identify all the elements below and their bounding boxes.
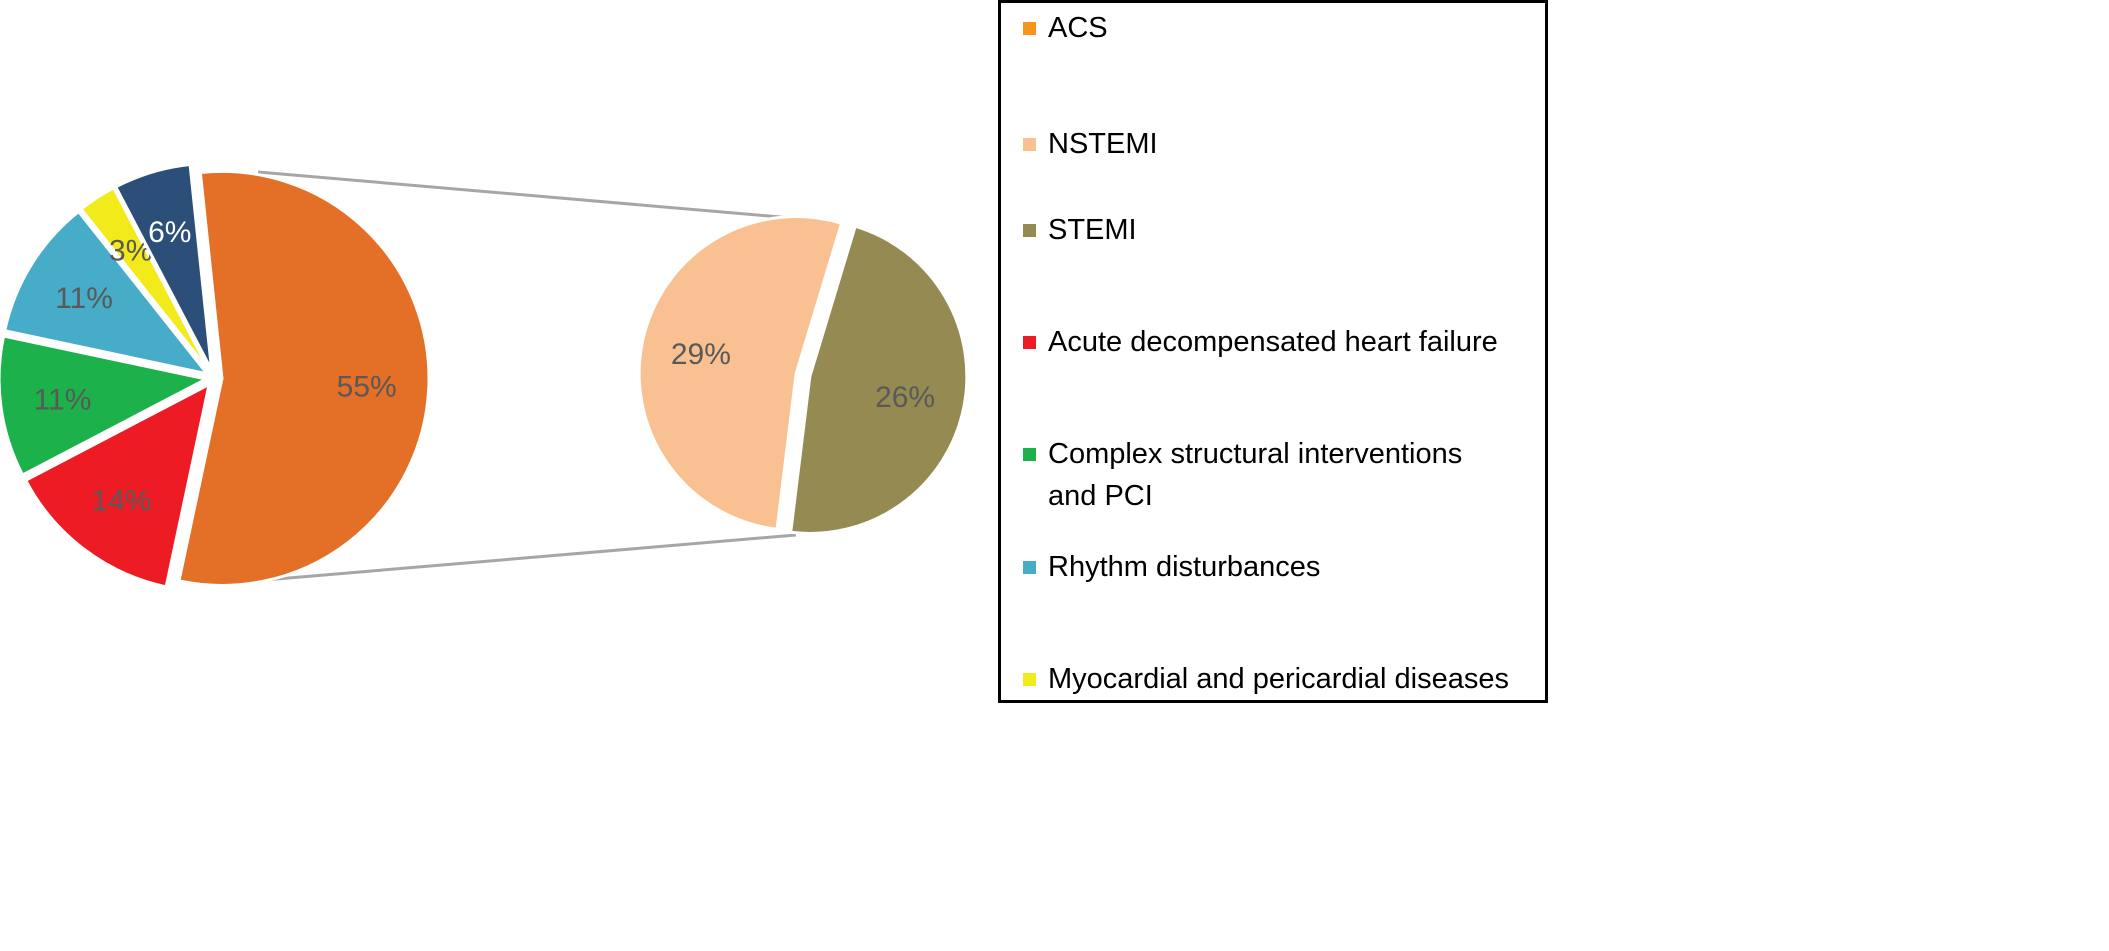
legend-item-stemi: STEMI: [1023, 209, 1523, 251]
secondary-slice-1: [789, 224, 969, 535]
legend-label: NSTEMI: [1048, 128, 1158, 160]
legend-item-heart-failure: Acute decompensated heart failure: [1023, 321, 1523, 363]
legend-swatch: [1023, 224, 1036, 237]
main-slice-3: [2, 209, 211, 377]
secondary-data-label-1: 26%: [875, 381, 935, 414]
legend-item-nstemi: NSTEMI: [1023, 123, 1523, 165]
main-data-label-1: 14%: [92, 484, 152, 517]
legend-label: STEMI: [1048, 214, 1137, 246]
main-slice-1: [23, 381, 212, 589]
secondary-slice-0: [637, 215, 844, 532]
main-slice-4: [78, 185, 211, 373]
legend-label: Rhythm disturbances: [1048, 551, 1321, 583]
legend-item-acs: ACS: [1023, 7, 1523, 49]
legend-label: Complex structural interventions and PCI: [1048, 438, 1463, 512]
legend-item-structural: Complex structural interventions and PCI: [1023, 433, 1493, 517]
main-slice-0: [177, 169, 431, 587]
legend-swatch: [1023, 448, 1036, 461]
pie-of-pie-chart: 55%14%11%11%3%6% 29%26%: [0, 162, 969, 589]
connector-line-top: [257, 170, 793, 220]
main-data-label-5: 6%: [148, 216, 191, 249]
legend-swatch: [1023, 561, 1036, 574]
legend-label: Myocardial and pericardial diseases: [1048, 663, 1510, 695]
legend-swatch: [1023, 336, 1036, 349]
legend-item-myocardial: Myocardial and pericardial diseases: [1023, 658, 1523, 700]
legend-swatch: [1023, 673, 1036, 686]
main-data-label-2: 11%: [34, 383, 92, 416]
legend: ACS NSTEMI STEMI Acute decompensated hea…: [998, 0, 1548, 703]
legend-swatch: [1023, 138, 1036, 151]
main-data-label-3: 11%: [55, 282, 113, 315]
main-slice-5: [113, 162, 214, 372]
main-slice-2: [0, 334, 211, 478]
legend-label: ACS: [1048, 12, 1108, 44]
main-data-label-0: 55%: [337, 371, 397, 404]
legend-item-rhythm: Rhythm disturbances: [1023, 546, 1523, 588]
legend-swatch: [1023, 22, 1036, 35]
secondary-data-label-0: 29%: [671, 338, 731, 371]
connector-line-bottom: [264, 533, 797, 582]
legend-label: Acute decompensated heart failure: [1048, 326, 1498, 358]
